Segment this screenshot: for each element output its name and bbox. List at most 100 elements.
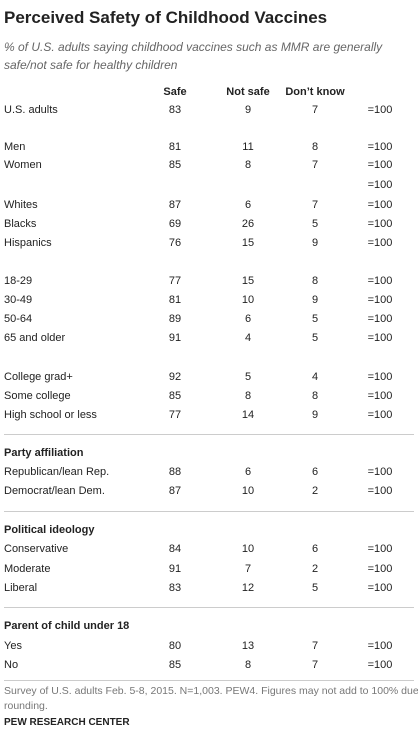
row-label: Whites [4, 199, 38, 211]
row-label: Republican/lean Rep. [4, 466, 110, 478]
cell: 5 [311, 313, 319, 325]
cell: 4 [244, 332, 252, 344]
note: rounding. [4, 700, 48, 712]
cell: 4 [311, 371, 319, 383]
row-label: Hispanics [4, 237, 52, 249]
cell: 13 [241, 640, 255, 652]
row-label: Moderate [4, 563, 51, 575]
subtitle: % of U.S. adults saying childhood vaccin… [4, 40, 383, 54]
total: =100 [367, 371, 393, 383]
total: =100 [367, 466, 393, 478]
section-heading: Party affiliation [4, 447, 84, 459]
row-label: Women [4, 159, 42, 171]
cell: 69 [168, 218, 182, 230]
cell: 84 [168, 543, 182, 555]
total: =100 [367, 141, 393, 153]
section-heading: Parent of child under 18 [4, 620, 130, 632]
column-header: Not safe [226, 86, 270, 98]
total: =100 [367, 294, 393, 306]
cell: 9 [311, 409, 319, 421]
cell: 77 [168, 275, 182, 287]
cell: 85 [168, 390, 182, 402]
cell: 6 [244, 199, 252, 211]
total: =100 [367, 332, 393, 344]
cell: 83 [168, 582, 182, 594]
cell: 85 [168, 659, 182, 671]
title: Perceived Safety of Childhood Vaccines [4, 8, 328, 27]
cell: 88 [168, 466, 182, 478]
total: =100 [367, 237, 393, 249]
row-label: Democrat/lean Dem. [4, 485, 105, 497]
rule [4, 511, 414, 512]
cell: 91 [168, 332, 182, 344]
row-label: Men [4, 141, 26, 153]
cell: 11 [242, 141, 254, 153]
cell: 85 [168, 159, 182, 171]
cell: 8 [311, 141, 319, 153]
source: PEW RESEARCH CENTER [4, 717, 130, 728]
rule [4, 434, 414, 435]
cell: 5 [311, 582, 319, 594]
cell: 8 [244, 159, 252, 171]
cell: 6 [311, 543, 319, 555]
cell: 15 [241, 237, 255, 249]
column-header: Don’t know [285, 86, 345, 98]
cell: 6 [244, 466, 252, 478]
total: =100 [367, 390, 393, 402]
cell: 5 [244, 371, 252, 383]
cell: 12 [241, 582, 255, 594]
cell: 15 [241, 275, 255, 287]
row-label: 65 and older [4, 332, 66, 344]
cell: 6 [244, 313, 252, 325]
cell: 7 [244, 563, 252, 575]
cell: 2 [311, 485, 319, 497]
row-label: Some college [4, 390, 71, 402]
row-label: Yes [4, 640, 22, 652]
total: =100 [367, 409, 393, 421]
cell: 87 [168, 485, 182, 497]
cell: 76 [168, 237, 182, 249]
cell: 14 [241, 409, 255, 421]
cell: 81 [168, 141, 182, 153]
row-label: Blacks [4, 218, 37, 230]
cell: 7 [311, 640, 319, 652]
cell: 8 [311, 275, 319, 287]
cell: 9 [244, 104, 252, 116]
note: Survey of U.S. adults Feb. 5-8, 2015. N=… [4, 685, 418, 697]
cell: 10 [241, 543, 255, 555]
cell: 87 [168, 199, 182, 211]
total: =100 [367, 313, 393, 325]
cell: 81 [168, 294, 182, 306]
cell: 9 [311, 294, 319, 306]
total: =100 [367, 104, 393, 116]
cell: 77 [168, 409, 182, 421]
row-label: High school or less [4, 409, 97, 421]
row-label: 30-49 [4, 294, 33, 306]
column-header: Safe [163, 86, 187, 98]
total: =100 [367, 543, 393, 555]
cell: 8 [244, 390, 252, 402]
cell: 7 [311, 159, 319, 171]
subtitle: safe/not safe for healthy children [4, 58, 178, 72]
row-label: Liberal [4, 582, 38, 594]
cell: 8 [244, 659, 252, 671]
total: =100 [367, 159, 393, 171]
total: =100 [367, 563, 393, 575]
cell: 6 [311, 466, 319, 478]
row-label: No [4, 659, 19, 671]
cell: 10 [241, 294, 255, 306]
cell: 83 [168, 104, 182, 116]
rule [4, 680, 414, 681]
cell: 10 [241, 485, 255, 497]
total: =100 [367, 485, 393, 497]
row-label: 50-64 [4, 313, 33, 325]
cell: 80 [168, 640, 182, 652]
cell: 8 [311, 390, 319, 402]
cell: 9 [311, 237, 319, 249]
row-label: College grad+ [4, 371, 73, 383]
total: =100 [367, 218, 393, 230]
cell: 7 [311, 104, 319, 116]
cell: 7 [311, 199, 319, 211]
total: =100 [367, 179, 393, 191]
